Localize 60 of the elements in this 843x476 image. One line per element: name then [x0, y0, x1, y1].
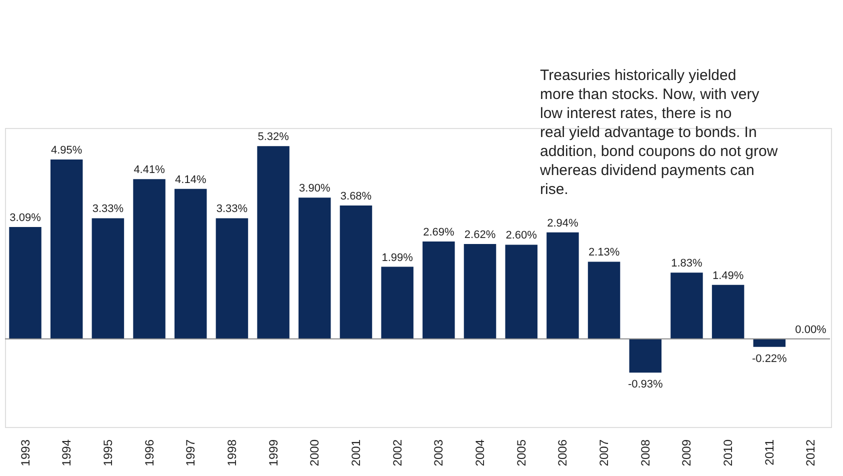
x-tick-label: 2006: [556, 439, 570, 466]
data-label: 4.95%: [50, 144, 82, 157]
data-label: 3.90%: [299, 182, 330, 195]
data-label: 2.69%: [423, 226, 454, 238]
bar: [9, 226, 42, 339]
bar: [92, 218, 124, 339]
data-label: 1.83%: [671, 258, 703, 270]
x-tick-label: 2002: [390, 439, 404, 466]
data-label: 4.41%: [134, 164, 166, 176]
data-label: 1.49%: [712, 270, 744, 282]
bar: [174, 188, 207, 339]
data-label: 1.99%: [382, 252, 414, 264]
x-tick-label: 2007: [597, 439, 612, 466]
bar: [670, 272, 703, 339]
x-tick-label: 2000: [308, 439, 322, 466]
bar: [298, 198, 331, 339]
bar: [50, 160, 83, 339]
data-label: 2.60%: [506, 230, 538, 242]
bar: [753, 338, 786, 347]
data-label: 3.09%: [10, 212, 42, 224]
x-tick-label: 2008: [638, 439, 652, 466]
x-tick-label: 1996: [142, 439, 156, 466]
x-tick-label: 1995: [100, 439, 115, 466]
data-label: 3.33%: [92, 203, 124, 216]
data-label: -0.93%: [628, 378, 664, 391]
bar: [257, 146, 290, 339]
bar: [133, 179, 166, 339]
x-tick-label: 2010: [721, 439, 736, 466]
data-label: 3.33%: [216, 203, 248, 216]
bar: [629, 338, 662, 373]
data-label: 4.14%: [175, 174, 206, 186]
x-tick-label: 2011: [762, 439, 776, 466]
bar: [422, 241, 455, 339]
x-tick-label: 2001: [348, 439, 363, 466]
bar: [340, 206, 372, 339]
data-label: 2.13%: [588, 246, 620, 259]
bar: [546, 232, 579, 339]
bar: [505, 244, 538, 339]
bar: [712, 284, 744, 339]
bar: [216, 218, 248, 339]
data-label: 2.94%: [547, 217, 578, 230]
bar: [588, 262, 620, 339]
x-tick-label: 1993: [18, 439, 32, 466]
x-tick-label: 2012: [804, 439, 818, 466]
x-tick-label: 2009: [680, 439, 694, 466]
data-label: 2.62%: [464, 228, 496, 241]
annotation: Treasuries historically yielded more than stocks. Now, with very low interest rates, there is no real yield advantage to bonds. In addition, bond coupons do not grow whereas dividend payments can rise.: [539, 67, 778, 198]
x-tick-label: 1999: [266, 439, 280, 466]
data-label: 3.68%: [340, 190, 372, 203]
x-tick-label: 2005: [514, 439, 528, 466]
bar: [381, 266, 414, 339]
x-tick-label: 1998: [224, 439, 239, 466]
x-tick-label: 2003: [432, 439, 446, 466]
bar: [464, 244, 496, 339]
data-label: 5.32%: [258, 131, 290, 144]
data-label: -0.22%: [752, 352, 788, 365]
data-label: 0.00%: [795, 324, 827, 336]
x-tick-label: 1994: [60, 439, 74, 466]
x-tick-label: 2004: [473, 439, 488, 466]
x-tick-label: 1997: [184, 439, 198, 466]
